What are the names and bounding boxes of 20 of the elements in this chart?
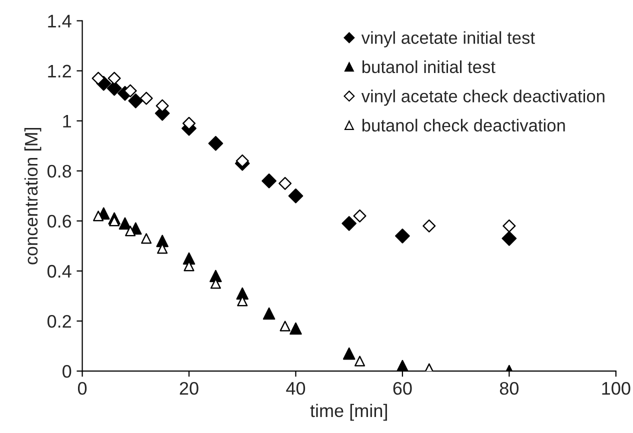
y-tick-label: 0.4 bbox=[47, 264, 72, 278]
y-tick-label: 1.4 bbox=[48, 14, 72, 28]
y-axis-title: concentration [M] bbox=[24, 128, 42, 264]
legend-label: vinyl acetate initial test bbox=[361, 31, 535, 48]
y-tick-label: 0.6 bbox=[47, 214, 72, 228]
x-axis-title: time [min] bbox=[310, 404, 387, 421]
legend-label: butanol initial test bbox=[362, 60, 496, 74]
y-tick-label: 1.2 bbox=[48, 64, 71, 78]
x-tick-label: 20 bbox=[180, 382, 198, 395]
x-tick-label: 100 bbox=[602, 382, 630, 395]
y-tick-label: 0.2 bbox=[47, 314, 71, 328]
legend-label: vinyl acetate check deactivation bbox=[361, 90, 604, 106]
y-tick-label: 0 bbox=[62, 365, 72, 378]
x-tick-label: 0 bbox=[78, 382, 87, 395]
x-tick-label: 60 bbox=[393, 382, 412, 395]
x-tick-label: 40 bbox=[286, 382, 306, 395]
y-tick-label: 0.8 bbox=[47, 164, 72, 178]
legend-label: butanol check deactivation bbox=[362, 118, 565, 132]
x-tick-label: 80 bbox=[500, 382, 519, 395]
y-tick-label: 1 bbox=[63, 114, 71, 128]
